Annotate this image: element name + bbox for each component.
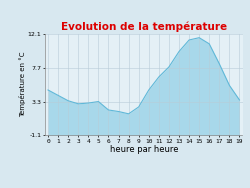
Title: Evolution de la température: Evolution de la température (61, 21, 227, 32)
X-axis label: heure par heure: heure par heure (110, 145, 178, 154)
Y-axis label: Température en °C: Température en °C (20, 52, 26, 117)
